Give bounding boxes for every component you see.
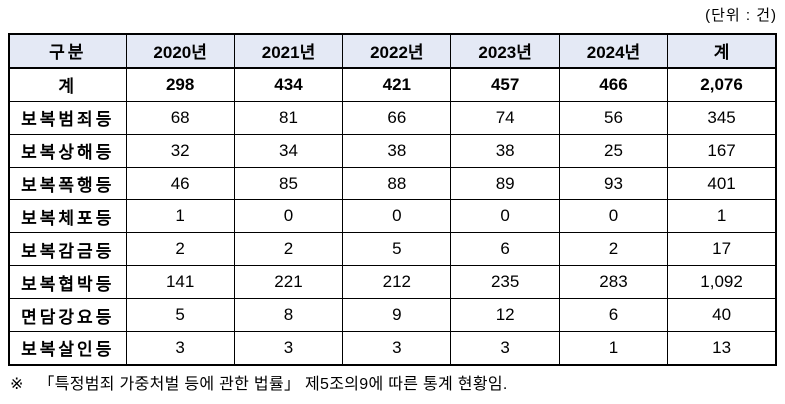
footnote-text: 「특정범죄 가중처벌 등에 관한 법률」 제5조의9에 따른 통계 현황임. [38, 376, 508, 393]
cell-value: 38 [342, 133, 452, 168]
column-header: 2023년 [450, 33, 560, 69]
cell-value: 0 [558, 199, 669, 234]
cell-value: 3 [233, 331, 344, 366]
cell-value: 2 [558, 232, 669, 267]
table-row: 보복감금등 2 2 5 6 2 17 [8, 232, 777, 267]
cell-value: 93 [558, 166, 669, 201]
table-row: 보복폭행등 46 85 88 89 93 401 [8, 166, 777, 201]
column-header-category: 구분 [8, 33, 127, 69]
cell-value: 56 [558, 100, 669, 135]
cell-value: 0 [450, 199, 560, 234]
table-row: 보복범죄등 68 81 66 74 56 345 [8, 100, 777, 135]
table-row: 보복살인등 3 3 3 3 1 13 [8, 331, 777, 366]
cell-value: 3 [450, 331, 560, 366]
table-body: 계 298 434 421 457 466 2,076 보복범죄등 68 81 66 74 56 345 보… [8, 67, 777, 366]
cell-value: 0 [342, 199, 452, 234]
cell-value: 8 [233, 298, 344, 333]
cell-value: 1 [558, 331, 669, 366]
cell-value: 74 [450, 100, 560, 135]
unit-label: (단위 : 건) [705, 7, 777, 24]
cell-value: 40 [667, 298, 777, 333]
row-label: 보복범죄등 [8, 100, 127, 135]
cell-value: 17 [667, 232, 777, 267]
table-row: 보복상해등 32 34 38 38 25 167 [8, 133, 777, 168]
cell-value: 401 [667, 166, 777, 201]
cell-value: 1 [125, 199, 235, 234]
cell-value: 3 [125, 331, 235, 366]
cell-value: 68 [125, 100, 235, 135]
cell-value: 345 [667, 100, 777, 135]
cell-value: 2 [233, 232, 344, 267]
footnote-marker: ※ [10, 376, 24, 393]
table-row: 보복협박등 141 221 212 235 283 1,092 [8, 265, 777, 300]
column-header: 2020년 [125, 33, 235, 69]
footnote: ※ 「특정범죄 가중처벌 등에 관한 법률」 제5조의9에 따른 통계 현황임. [10, 370, 508, 394]
header-row: 구분 2020년 2021년 2022년 2023년 2024년 계 [8, 33, 777, 69]
cell-value: 6 [450, 232, 560, 267]
cell-value: 34 [233, 133, 344, 168]
table-row: 면담강요등 5 8 9 12 6 40 [8, 298, 777, 333]
cell-value: 167 [667, 133, 777, 168]
cell-value: 5 [342, 232, 452, 267]
cell-value: 3 [342, 331, 452, 366]
row-label: 계 [8, 67, 127, 102]
cell-value: 212 [342, 265, 452, 300]
cell-value: 2 [125, 232, 235, 267]
cell-value: 283 [558, 265, 669, 300]
cell-value: 25 [558, 133, 669, 168]
cell-value: 434 [233, 67, 344, 102]
cell-value: 66 [342, 100, 452, 135]
cell-value: 81 [233, 100, 344, 135]
cell-value: 1,092 [667, 265, 777, 300]
cell-value: 12 [450, 298, 560, 333]
row-label: 보복상해등 [8, 133, 127, 168]
cell-value: 298 [125, 67, 235, 102]
cell-value: 88 [342, 166, 452, 201]
column-header: 2021년 [233, 33, 344, 69]
cell-value: 89 [450, 166, 560, 201]
cell-value: 5 [125, 298, 235, 333]
cell-value: 235 [450, 265, 560, 300]
cell-value: 32 [125, 133, 235, 168]
row-label: 보복감금등 [8, 232, 127, 267]
cell-value: 38 [450, 133, 560, 168]
cell-value: 466 [558, 67, 669, 102]
cell-value: 1 [667, 199, 777, 234]
column-header: 2022년 [342, 33, 452, 69]
row-label: 보복협박등 [8, 265, 127, 300]
column-header: 계 [667, 33, 777, 69]
column-header: 2024년 [558, 33, 669, 69]
cell-value: 457 [450, 67, 560, 102]
cell-value: 421 [342, 67, 452, 102]
statistics-table: 구분 2020년 2021년 2022년 2023년 2024년 계 계 298 434 421 4… [8, 33, 777, 366]
cell-value: 2,076 [667, 67, 777, 102]
table-row: 계 298 434 421 457 466 2,076 [8, 67, 777, 102]
cell-value: 46 [125, 166, 235, 201]
cell-value: 141 [125, 265, 235, 300]
cell-value: 221 [233, 265, 344, 300]
row-label: 보복살인등 [8, 331, 127, 366]
cell-value: 0 [233, 199, 344, 234]
cell-value: 9 [342, 298, 452, 333]
row-label: 보복체포등 [8, 199, 127, 234]
table-row: 보복체포등 1 0 0 0 0 1 [8, 199, 777, 234]
cell-value: 6 [558, 298, 669, 333]
row-label: 보복폭행등 [8, 166, 127, 201]
cell-value: 85 [233, 166, 344, 201]
row-label: 면담강요등 [8, 298, 127, 333]
cell-value: 13 [667, 331, 777, 366]
